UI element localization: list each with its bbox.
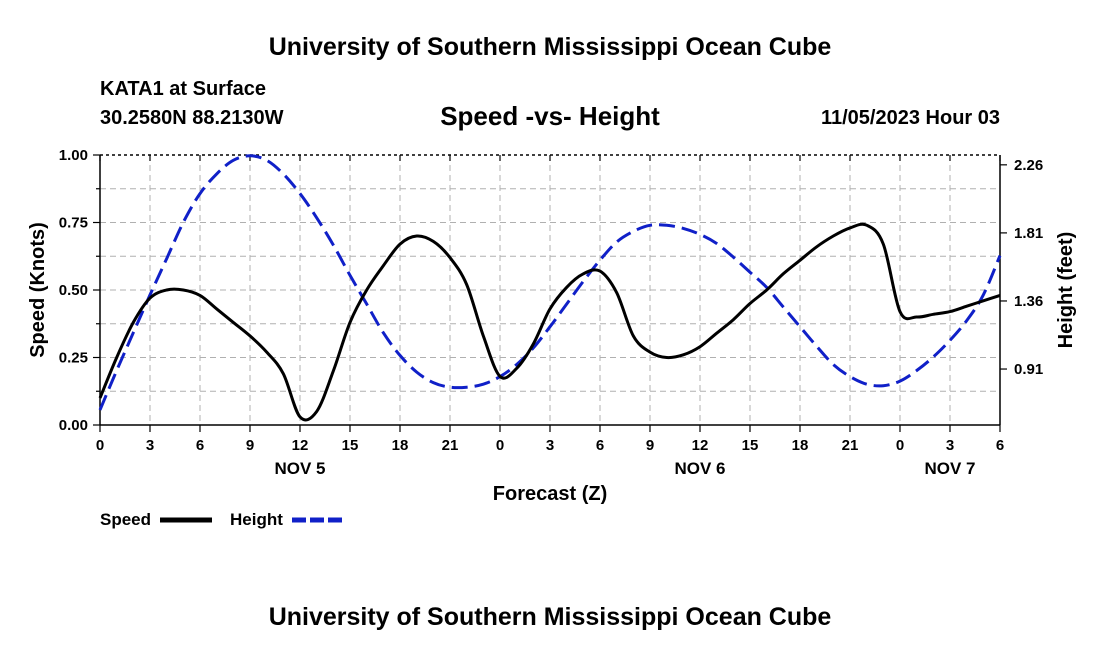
chart-title: Speed -vs- Height <box>440 101 660 131</box>
legend: Speed Height <box>100 510 344 529</box>
day-label: NOV 6 <box>674 459 725 478</box>
x-tick-label: 21 <box>842 437 859 454</box>
y-axis-title: Speed (Knots) <box>27 222 49 358</box>
tick-labels: 0 3 6 9 12 15 18 21 0 3 6 9 12 15 18 21 0 3 6 NOV 5 NOV 6 NOV… <box>59 147 1043 478</box>
speed-series-line <box>98 222 1001 422</box>
x-tick-label: 18 <box>392 437 409 454</box>
y2-tick-label: 0.91 <box>1014 361 1043 378</box>
x-tick-label: 6 <box>996 437 1004 454</box>
series <box>98 154 1002 422</box>
x-tick-label: 15 <box>342 437 359 454</box>
page-title: University of Southern Mississippi Ocean… <box>269 33 832 61</box>
y-tick-label: 0.75 <box>59 215 88 232</box>
x-tick-label: 3 <box>946 437 954 454</box>
day-label: NOV 7 <box>924 459 975 478</box>
x-axis-title: Forecast (Z) <box>493 483 607 505</box>
x-tick-label: 15 <box>742 437 759 454</box>
footer-title: University of Southern Mississippi Ocean… <box>269 603 832 631</box>
y2-tick-label: 1.81 <box>1014 225 1043 242</box>
grid <box>100 155 1000 425</box>
y2-tick-label: 1.36 <box>1014 293 1043 310</box>
datetime-label: 11/05/2023 Hour 03 <box>821 107 1000 129</box>
x-tick-label: 0 <box>96 437 104 454</box>
x-tick-label: 12 <box>692 437 709 454</box>
x-tick-label: 6 <box>596 437 604 454</box>
x-tick-label: 3 <box>146 437 154 454</box>
x-tick-label: 18 <box>792 437 809 454</box>
station-label: KATA1 at Surface <box>100 78 266 100</box>
height-series-line <box>98 154 1002 411</box>
x-tick-label: 12 <box>292 437 309 454</box>
legend-label-speed: Speed <box>100 510 151 529</box>
day-label: NOV 5 <box>274 459 325 478</box>
x-tick-label: 9 <box>646 437 654 454</box>
legend-label-height: Height <box>230 510 283 529</box>
y2-tick-label: 2.26 <box>1014 157 1043 174</box>
x-tick-label: 0 <box>896 437 904 454</box>
y-tick-label: 1.00 <box>59 147 88 164</box>
x-tick-label: 3 <box>546 437 554 454</box>
y-tick-label: 0.25 <box>59 350 88 367</box>
x-tick-label: 0 <box>496 437 504 454</box>
x-tick-label: 21 <box>442 437 459 454</box>
x-tick-label: 6 <box>196 437 204 454</box>
coords-label: 30.2580N 88.2130W <box>100 107 284 129</box>
y2-axis-title: Height (feet) <box>1055 232 1077 349</box>
y-tick-label: 0.50 <box>59 282 88 299</box>
y-tick-label: 0.00 <box>59 417 88 434</box>
x-tick-label: 9 <box>246 437 254 454</box>
